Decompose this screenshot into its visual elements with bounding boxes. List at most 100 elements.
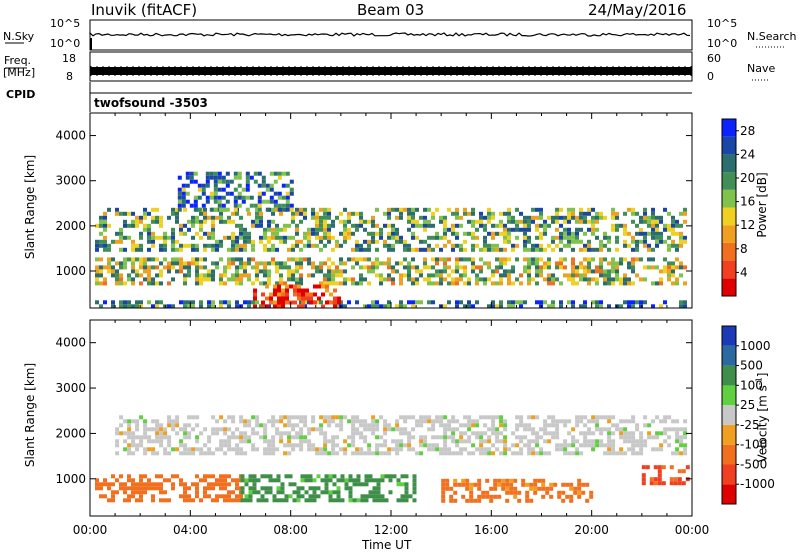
data-cell [111, 304, 115, 309]
data-cell [163, 431, 168, 436]
data-cell [643, 423, 648, 428]
data-cell [333, 300, 337, 305]
data-cell [248, 474, 253, 479]
data-cell [663, 227, 667, 232]
data-cell [655, 431, 660, 436]
data-cell [603, 235, 607, 240]
data-cell [495, 427, 500, 432]
data-cell [177, 195, 182, 200]
data-cell [471, 219, 475, 224]
data-cell [167, 269, 171, 274]
data-cell [291, 219, 295, 224]
data-cell [423, 215, 427, 220]
data-cell [663, 223, 667, 228]
data-cell [527, 277, 531, 282]
data-cell [303, 231, 307, 236]
data-cell [227, 427, 232, 432]
data-cell [655, 227, 659, 232]
data-cell [119, 281, 123, 286]
data-cell [119, 273, 123, 278]
data-cell [327, 265, 331, 270]
data-cell [281, 195, 286, 200]
data-cell [135, 423, 140, 428]
data-cell [251, 243, 255, 248]
data-cell [252, 490, 257, 495]
data-cell [348, 478, 353, 483]
data-cell [244, 498, 249, 503]
data-cell [271, 443, 276, 448]
data-cell [307, 427, 312, 432]
data-cell [671, 219, 675, 224]
data-cell [497, 482, 502, 487]
data-cell [276, 498, 281, 503]
data-cell [332, 482, 337, 487]
data-cell [412, 474, 417, 479]
data-cell [283, 443, 288, 448]
data-cell [531, 243, 535, 248]
data-cell [111, 265, 115, 270]
data-cell [451, 247, 455, 252]
data-cell [219, 273, 223, 278]
data-cell [307, 227, 311, 232]
data-cell [219, 478, 223, 483]
data-cell [324, 474, 329, 479]
data-cell [343, 207, 347, 212]
data-cell [511, 451, 516, 456]
data-cell [359, 273, 363, 278]
data-cell [123, 439, 128, 444]
data-cell [379, 435, 384, 440]
data-cell [419, 439, 424, 444]
data-cell [439, 435, 444, 440]
data-cell [320, 478, 325, 483]
data-cell [205, 175, 210, 180]
data-cell [312, 486, 317, 491]
data-cell [139, 300, 143, 305]
data-cell [255, 215, 259, 220]
data-cell [115, 211, 119, 216]
data-cell [477, 498, 482, 503]
data-cell [277, 175, 282, 180]
data-cell [563, 265, 567, 270]
data-cell [335, 273, 339, 278]
data-cell [589, 490, 594, 495]
data-cell [563, 443, 568, 448]
data-cell [127, 451, 132, 456]
data-cell [509, 478, 514, 483]
data-cell [411, 219, 415, 224]
data-cell [287, 439, 292, 444]
data-cell [679, 273, 683, 278]
data-cell [585, 498, 590, 503]
data-cell [380, 494, 385, 499]
data-cell [441, 498, 446, 503]
data-cell [527, 239, 531, 244]
data-cell [195, 243, 199, 248]
data-cell [177, 191, 182, 196]
data-cell [119, 265, 123, 270]
data-cell [491, 235, 495, 240]
data-cell [412, 482, 417, 487]
data-cell [243, 231, 247, 236]
data-cell [499, 211, 503, 216]
data-cell [447, 451, 452, 456]
data-cell [183, 300, 187, 305]
data-cell [541, 482, 546, 487]
data-cell [495, 265, 499, 270]
data-cell [135, 498, 139, 503]
data-cell [375, 257, 379, 262]
data-cell [407, 215, 411, 220]
data-cell [264, 498, 269, 503]
data-cell [167, 478, 171, 483]
data-cell [563, 423, 568, 428]
data-cell [619, 304, 623, 309]
data-cell [583, 219, 587, 224]
data-cell [293, 300, 297, 305]
data-cell [451, 431, 456, 436]
data-cell [563, 219, 567, 224]
data-cell [316, 494, 321, 499]
data-cell [287, 443, 292, 448]
data-cell [255, 415, 260, 420]
data-cell [459, 215, 463, 220]
data-cell [647, 231, 651, 236]
data-cell [131, 243, 135, 248]
data-cell [351, 427, 356, 432]
